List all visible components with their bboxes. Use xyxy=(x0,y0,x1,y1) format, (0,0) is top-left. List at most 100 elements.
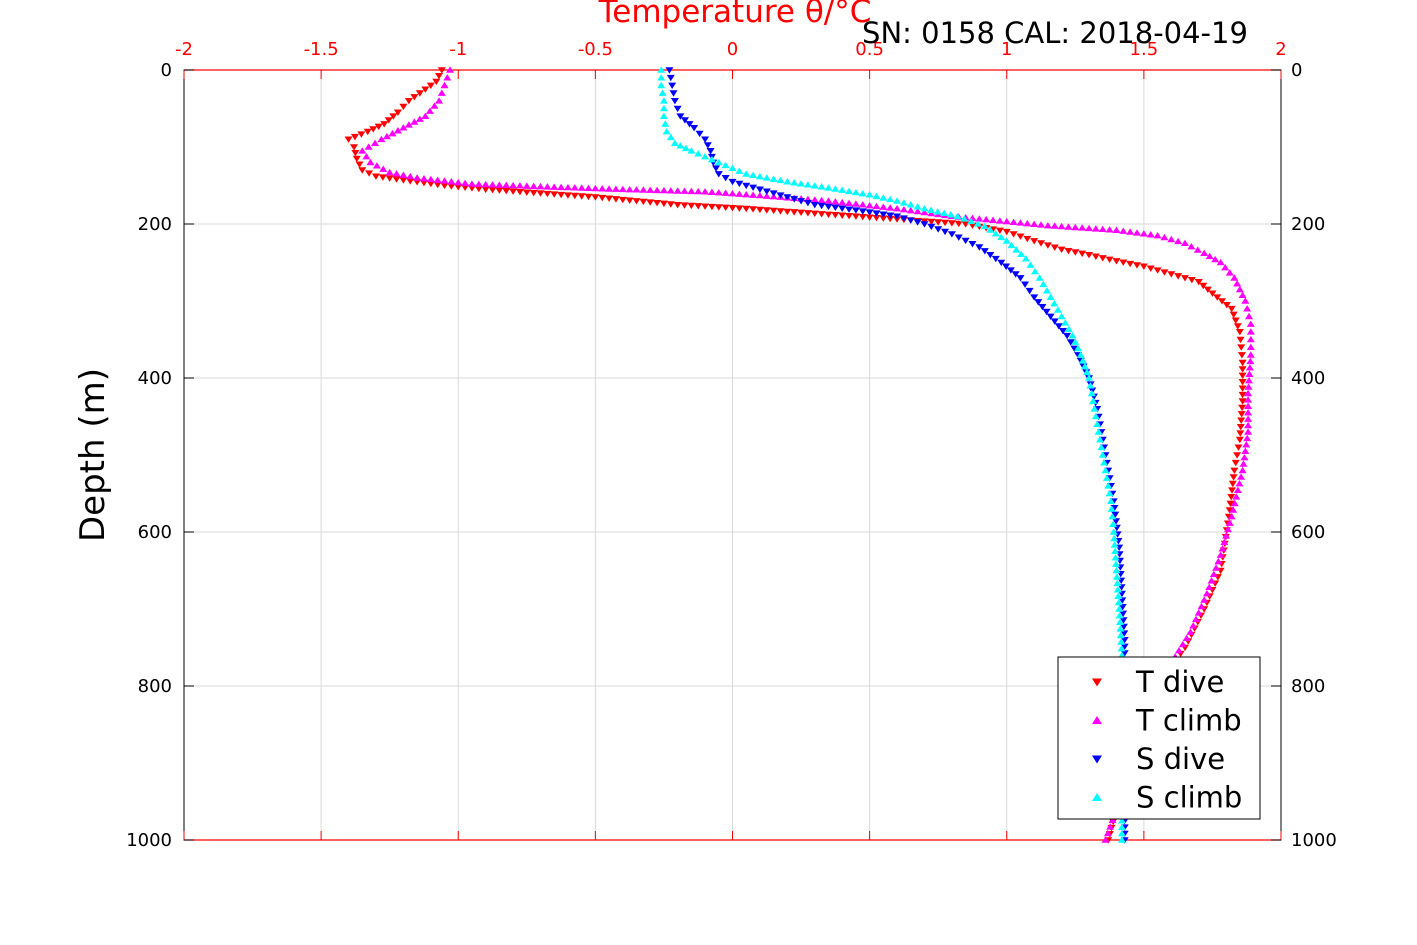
data-point xyxy=(570,184,579,191)
data-point xyxy=(1235,436,1244,444)
data-point xyxy=(934,219,943,226)
data-point xyxy=(872,202,881,210)
data-point xyxy=(1046,313,1055,320)
data-point xyxy=(1213,294,1222,301)
y-tick-label-right: 0 xyxy=(1291,60,1302,81)
data-point xyxy=(1139,263,1148,270)
data-point xyxy=(845,187,854,195)
data-point xyxy=(694,187,703,195)
data-point xyxy=(695,130,704,138)
x-tick-label: -1 xyxy=(449,39,467,60)
data-point xyxy=(1037,221,1046,228)
data-point xyxy=(1112,258,1121,265)
data-point xyxy=(1181,275,1190,282)
data-point xyxy=(406,172,415,180)
data-point xyxy=(1111,554,1120,561)
data-point xyxy=(437,67,446,74)
data-point xyxy=(1211,255,1220,263)
data-point xyxy=(1030,220,1039,227)
data-point xyxy=(1120,637,1129,644)
data-point xyxy=(639,198,648,206)
data-point xyxy=(872,210,881,217)
y-tick-label-left: 800 xyxy=(138,676,172,697)
data-point xyxy=(1038,303,1047,311)
data-point xyxy=(467,180,476,187)
data-point xyxy=(1244,421,1253,429)
x-tick-label: 1.5 xyxy=(1130,39,1159,60)
data-point xyxy=(690,124,699,132)
data-point xyxy=(406,178,415,185)
data-point xyxy=(1023,219,1032,227)
data-point xyxy=(947,220,956,227)
legend-marker xyxy=(1092,755,1102,764)
data-point xyxy=(906,217,915,224)
data-point xyxy=(714,171,723,178)
data-point xyxy=(474,185,483,193)
data-point xyxy=(742,170,751,177)
data-point xyxy=(529,189,538,197)
data-point xyxy=(1119,610,1128,617)
data-point xyxy=(658,89,667,96)
data-point xyxy=(995,217,1004,224)
data-point xyxy=(1229,506,1238,513)
data-point xyxy=(1146,231,1155,238)
data-point xyxy=(1104,482,1113,489)
data-point xyxy=(954,220,963,228)
data-point xyxy=(385,175,394,182)
data-point xyxy=(879,194,888,201)
data-point xyxy=(879,211,888,218)
data-point xyxy=(1002,263,1011,270)
data-point xyxy=(1133,229,1142,236)
data-point xyxy=(1009,218,1018,225)
data-point xyxy=(1116,625,1125,632)
data-point xyxy=(728,189,737,197)
x-tick-label: -2 xyxy=(175,39,193,60)
data-point xyxy=(1139,230,1148,237)
legend: T dive T climb S dive S climb xyxy=(1057,656,1261,820)
data-point xyxy=(1238,291,1247,299)
data-point xyxy=(666,133,675,141)
data-point xyxy=(831,204,840,212)
data-point xyxy=(446,66,455,73)
data-point xyxy=(685,121,694,128)
data-point xyxy=(1090,405,1099,412)
data-point xyxy=(817,183,826,190)
data-point xyxy=(913,203,922,210)
series-s-dive xyxy=(665,67,1129,844)
data-point xyxy=(941,219,950,227)
data-point xyxy=(1087,389,1096,397)
data-point xyxy=(1246,320,1255,327)
data-point xyxy=(1153,231,1162,239)
data-point xyxy=(1109,520,1118,528)
data-point xyxy=(941,228,950,236)
data-point xyxy=(755,186,764,193)
data-point xyxy=(388,129,397,137)
data-point xyxy=(426,180,435,188)
data-point xyxy=(1011,271,1020,278)
data-point xyxy=(1233,280,1242,287)
data-point xyxy=(982,215,991,223)
data-point xyxy=(1236,430,1245,437)
data-point xyxy=(1228,480,1237,488)
data-point xyxy=(1057,222,1066,230)
data-point xyxy=(1235,285,1244,293)
data-point xyxy=(673,105,682,113)
data-point xyxy=(1209,570,1218,578)
data-point xyxy=(393,109,402,116)
data-point xyxy=(803,210,812,217)
data-point xyxy=(824,211,833,218)
data-point xyxy=(1200,249,1209,257)
data-point xyxy=(1089,397,1098,404)
data-point xyxy=(680,202,689,209)
data-point xyxy=(797,198,806,205)
data-point xyxy=(769,207,778,215)
data-point xyxy=(543,190,552,198)
data-point xyxy=(997,259,1006,267)
data-point xyxy=(838,205,847,212)
data-point xyxy=(831,198,840,205)
data-point xyxy=(1233,452,1242,459)
data-point xyxy=(385,168,394,176)
data-point xyxy=(1016,233,1025,240)
data-point xyxy=(906,206,915,214)
data-point xyxy=(1113,586,1122,593)
